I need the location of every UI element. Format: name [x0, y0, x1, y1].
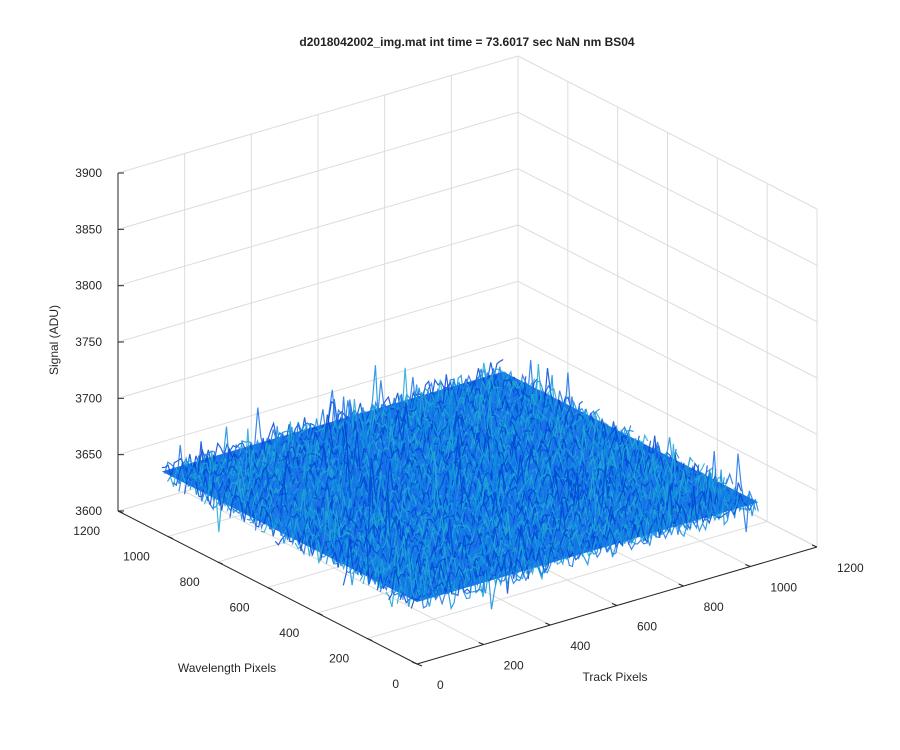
y-axis-ticks: 0 200 400 600 800 1000 1200	[73, 510, 423, 691]
x-tick-mark	[478, 642, 484, 645]
x-tick-mark	[678, 583, 684, 587]
y-tick-mark	[117, 510, 124, 514]
y-tick-mark	[267, 587, 273, 590]
x-tick-label: 0	[437, 678, 444, 692]
y-tick-mark	[167, 536, 174, 539]
back-wall-grid-z	[117, 168, 519, 287]
x-tick-mark	[745, 564, 751, 567]
y-tick-label: 0	[392, 677, 399, 691]
x-tick-label: 400	[570, 639, 590, 653]
surface-row	[416, 469, 759, 611]
floor-grid-y	[367, 521, 768, 639]
surface-row	[232, 372, 575, 515]
right-wall-grid-z	[517, 111, 818, 266]
z-tick-label: 3750	[75, 335, 102, 349]
x-axis-label: Track Pixels	[583, 670, 648, 684]
x-tick-label: 600	[637, 620, 657, 634]
y-tick-label: 1200	[73, 524, 100, 538]
x-axis-ticks: 0 200 400 600 800 1000 1200	[411, 544, 864, 692]
x-tick-label: 200	[504, 659, 524, 673]
surface-row	[388, 483, 731, 601]
y-tick-label: 600	[229, 601, 249, 615]
y-tick-mark	[217, 561, 223, 565]
x-tick-label: 1200	[837, 561, 864, 575]
y-tick-mark	[416, 663, 423, 667]
y-axis-label: Wavelength Pixels	[178, 661, 276, 675]
x-tick-mark	[411, 661, 418, 665]
z-tick-label: 3600	[75, 504, 102, 518]
back-wall-grid-z	[117, 55, 519, 174]
right-wall-grid-z	[517, 168, 818, 323]
y-tick-mark	[366, 638, 373, 641]
z-tick-label: 3650	[75, 448, 102, 462]
surface-row	[266, 422, 609, 530]
y-tick-label: 400	[279, 626, 299, 640]
y-tick-label: 800	[180, 575, 200, 589]
x-tick-label: 800	[704, 600, 724, 614]
surface-row	[288, 425, 632, 542]
y-tick-mark	[317, 612, 323, 616]
back-wall-grid-z	[117, 111, 519, 230]
data-surface	[161, 358, 759, 611]
back-wall-grid-z	[117, 337, 519, 456]
back-wall-grid-z	[117, 224, 519, 343]
z-tick-label: 3800	[75, 279, 102, 293]
right-wall-grid-z	[517, 280, 818, 435]
y-tick-label: 200	[329, 652, 349, 666]
x-tick-label: 1000	[770, 581, 797, 595]
right-wall-grid-z	[517, 224, 818, 379]
x-tick-mark	[545, 622, 551, 626]
z-axis-ticks: 3600 3650 3700 3750 3800 3850 3900	[75, 166, 124, 518]
z-tick-label: 3700	[75, 391, 102, 405]
x-tick-mark	[811, 544, 818, 548]
back-wall-grid-z	[117, 280, 519, 399]
chart-title: d2018042002_img.mat int time = 73.6017 s…	[299, 35, 635, 49]
y-tick-label: 1000	[123, 550, 150, 564]
surface-row	[206, 391, 550, 506]
right-wall-grid-z	[517, 337, 818, 492]
surface-row	[317, 448, 660, 561]
surface-row	[328, 443, 671, 565]
z-tick-label: 3900	[75, 166, 102, 180]
z-tick-label: 3850	[75, 222, 102, 236]
z-axis-label: Signal (ADU)	[47, 305, 61, 375]
right-wall-grid-z	[517, 55, 818, 210]
x-tick-mark	[611, 603, 618, 606]
